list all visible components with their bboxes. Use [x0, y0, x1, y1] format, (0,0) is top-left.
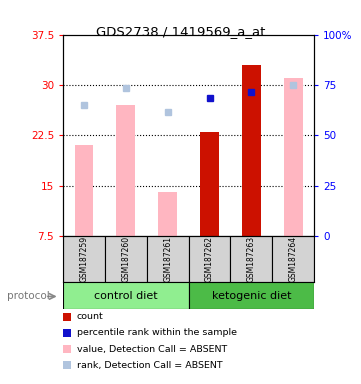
Text: GSM187260: GSM187260 — [121, 236, 130, 282]
Text: GSM187261: GSM187261 — [163, 236, 172, 282]
Bar — [200, 132, 219, 236]
Text: GDS2738 / 1419569_a_at: GDS2738 / 1419569_a_at — [96, 25, 265, 38]
Text: percentile rank within the sample: percentile rank within the sample — [77, 328, 236, 338]
Text: ketogenic diet: ketogenic diet — [212, 291, 291, 301]
Bar — [158, 192, 177, 236]
Bar — [105, 236, 147, 282]
Text: GSM187263: GSM187263 — [247, 236, 256, 282]
Bar — [63, 282, 188, 309]
Text: control diet: control diet — [94, 291, 158, 301]
Text: value, Detection Call = ABSENT: value, Detection Call = ABSENT — [77, 344, 227, 354]
Bar — [63, 361, 71, 369]
Text: GSM187259: GSM187259 — [79, 236, 88, 282]
Bar — [63, 329, 71, 337]
Bar — [63, 236, 105, 282]
Bar — [284, 78, 303, 236]
Bar — [63, 345, 71, 353]
Text: count: count — [77, 312, 103, 321]
Text: protocol: protocol — [7, 291, 50, 301]
Bar — [242, 65, 261, 236]
Bar — [188, 236, 230, 282]
Text: GSM187262: GSM187262 — [205, 236, 214, 282]
Bar — [63, 313, 71, 321]
Bar — [272, 236, 314, 282]
Text: GSM187264: GSM187264 — [289, 236, 298, 282]
Bar — [188, 282, 314, 309]
Text: rank, Detection Call = ABSENT: rank, Detection Call = ABSENT — [77, 361, 222, 370]
Bar — [117, 105, 135, 236]
Bar — [75, 146, 93, 236]
Bar — [147, 236, 188, 282]
Bar — [230, 236, 272, 282]
